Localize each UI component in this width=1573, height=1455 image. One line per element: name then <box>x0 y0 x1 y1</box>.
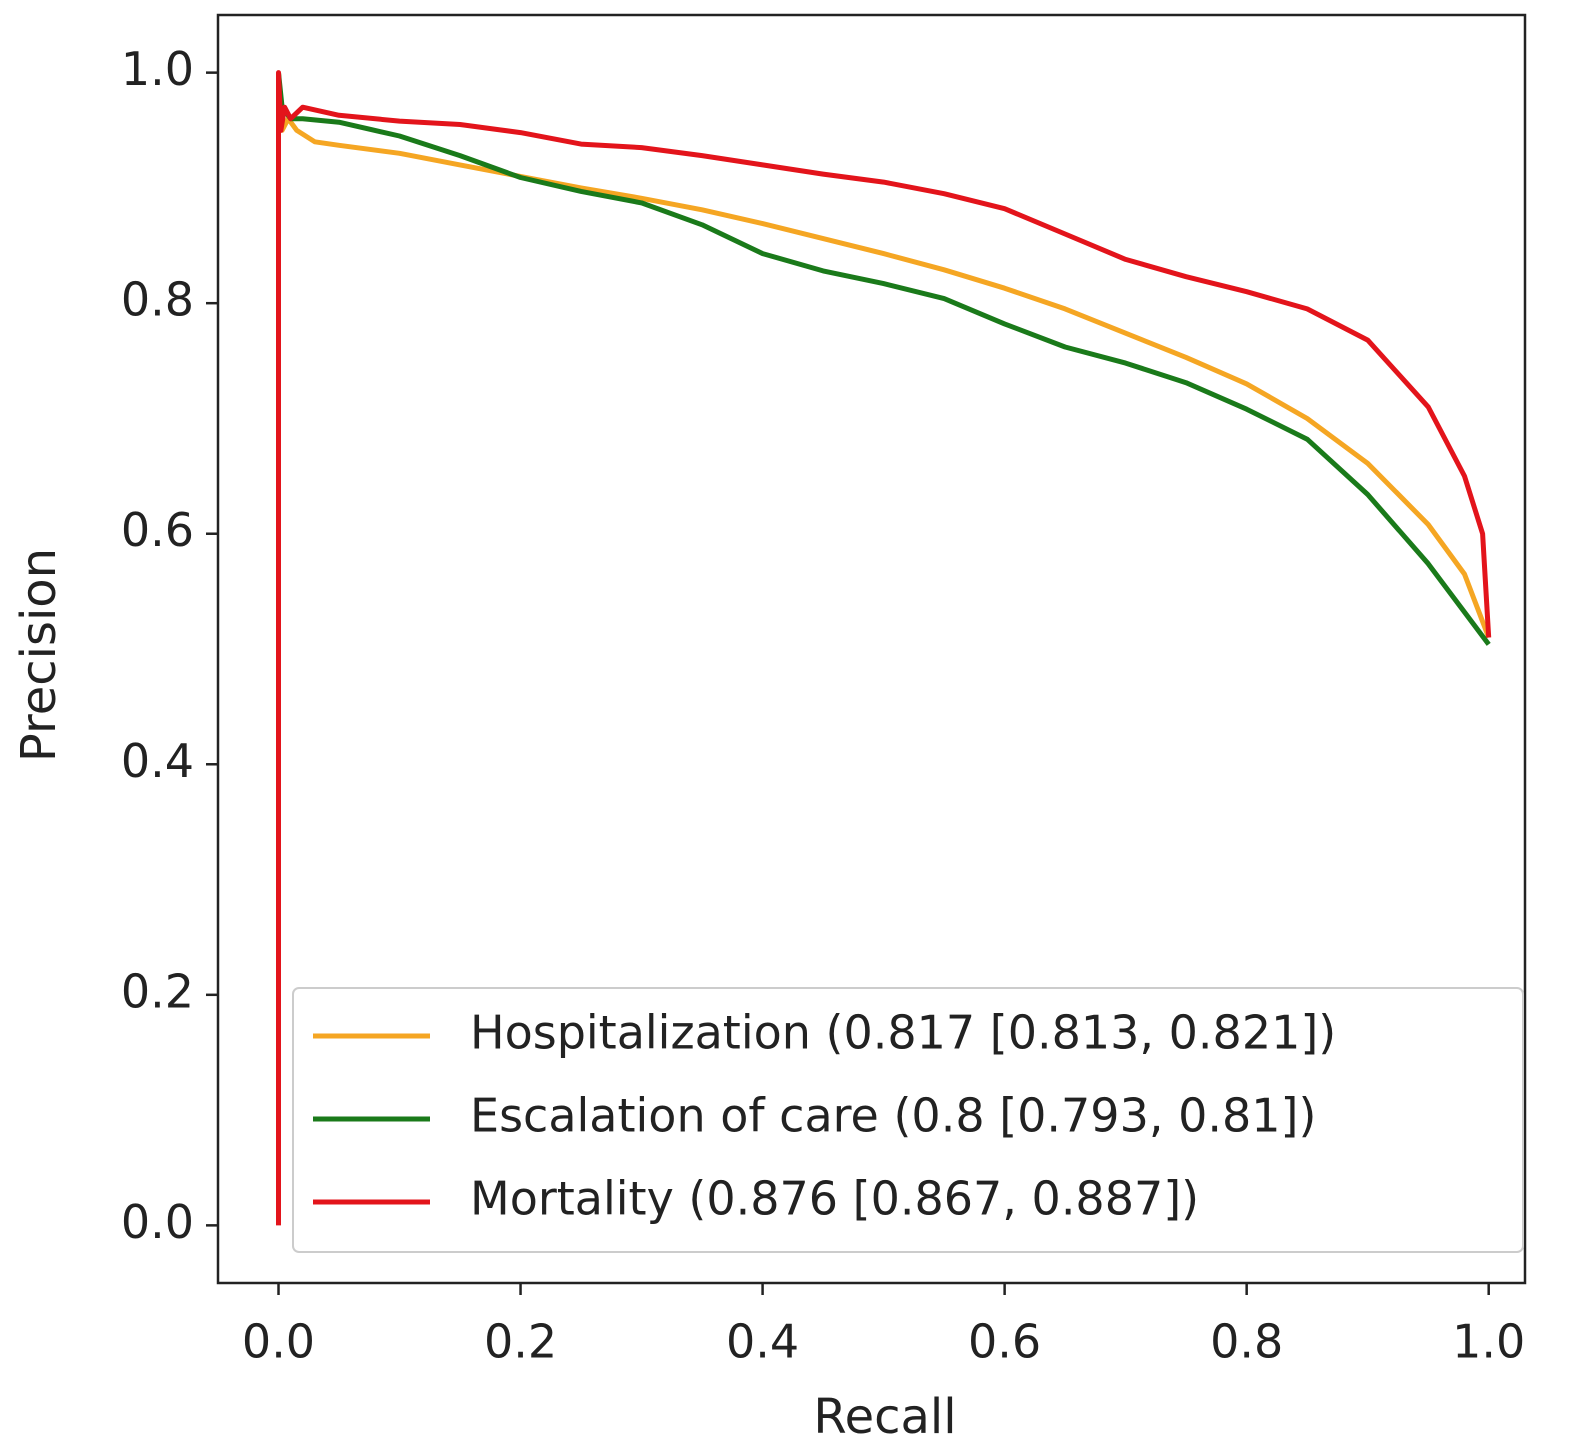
x-tick-label: 1.0 <box>1452 1315 1525 1369</box>
legend-label: Hospitalization (0.817 [0.813, 0.821]) <box>470 1006 1336 1060</box>
series-line <box>276 72 1492 639</box>
legend-box <box>292 987 1524 1253</box>
x-tick-label: 0.2 <box>484 1315 557 1369</box>
legend-label: Escalation of care (0.8 [0.793, 0.81]) <box>470 1089 1316 1143</box>
y-tick-label: 0.4 <box>121 734 194 788</box>
x-tick-label: 0.0 <box>242 1315 315 1369</box>
legend-label: Mortality (0.876 [0.867, 0.887]) <box>470 1172 1199 1226</box>
y-tick-label: 0.8 <box>121 273 194 327</box>
y-tick-label: 0.0 <box>121 1195 194 1249</box>
plot-frame <box>216 13 1527 1285</box>
x-axis-label: Recall <box>813 1389 956 1445</box>
y-tick-label: 0.6 <box>121 503 194 557</box>
x-tick-label: 0.4 <box>726 1315 799 1369</box>
y-axis-label: Precision <box>11 548 67 762</box>
x-tick-label: 0.6 <box>968 1315 1041 1369</box>
x-tick-label: 0.8 <box>1210 1315 1283 1369</box>
y-tick-label: 1.0 <box>121 42 194 96</box>
series-line <box>276 72 1491 646</box>
series-line <box>276 70 1492 1226</box>
y-tick-label: 0.2 <box>121 964 194 1018</box>
